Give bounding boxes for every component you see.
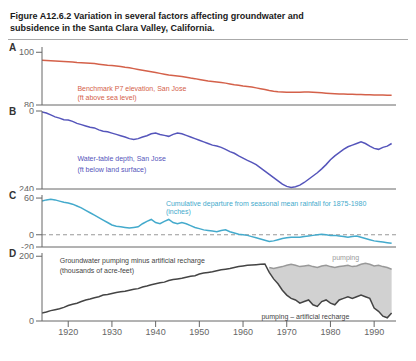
html-text:subsidence in the Santa Clara: subsidence in the Santa Clara Valley, Ca… bbox=[10, 22, 215, 33]
html-text:D: D bbox=[9, 248, 17, 260]
html-text:(thousands of acre-feet): (thousands of acre-feet) bbox=[59, 266, 134, 274]
html-text:(inches): (inches) bbox=[165, 208, 191, 215]
svg-text:240: 240 bbox=[19, 185, 34, 192]
html-text:Groundwater pumping minus arti: Groundwater pumping minus artificial rec… bbox=[59, 256, 205, 264]
html-text:(ft above sea level): (ft above sea level) bbox=[77, 93, 137, 101]
html-text:Cumulative departure from seas: Cumulative departure from seasonal mean … bbox=[165, 199, 367, 207]
html-text:pumping: pumping bbox=[332, 253, 360, 261]
html-text:Figure A12.6.2 Variation in se: Figure A12.6.2 Variation in several fact… bbox=[10, 11, 304, 21]
svg-text:0: 0 bbox=[29, 230, 34, 240]
html-text:B: B bbox=[9, 106, 17, 118]
html-text:pumping – artificial recharge: pumping – artificial recharge bbox=[261, 312, 350, 320]
svg-text:1950: 1950 bbox=[189, 328, 209, 338]
svg-text:80: 80 bbox=[24, 101, 34, 108]
svg-text:1990: 1990 bbox=[364, 328, 384, 338]
html-text:C: C bbox=[9, 190, 17, 202]
svg-text:-20: -20 bbox=[21, 243, 34, 250]
html-text:A: A bbox=[9, 42, 17, 54]
svg-text:200: 200 bbox=[19, 252, 34, 262]
svg-text:1930: 1930 bbox=[102, 328, 122, 338]
svg-text:1920: 1920 bbox=[58, 328, 78, 338]
svg-text:100: 100 bbox=[19, 48, 34, 58]
svg-text:0: 0 bbox=[29, 317, 34, 327]
html-text:Water-table depth, San Jose: Water-table depth, San Jose bbox=[77, 154, 166, 162]
svg-text:1960: 1960 bbox=[233, 328, 253, 338]
svg-text:1940: 1940 bbox=[146, 328, 166, 338]
svg-text:0: 0 bbox=[29, 107, 34, 116]
html-text:(ft below land surface): (ft below land surface) bbox=[77, 165, 147, 173]
html-text:Benchmark P7 elevation, San Jo: Benchmark P7 elevation, San Jose bbox=[77, 84, 187, 92]
svg-text:1980: 1980 bbox=[320, 328, 340, 338]
svg-text:1970: 1970 bbox=[277, 328, 297, 338]
svg-text:60: 60 bbox=[24, 194, 34, 204]
